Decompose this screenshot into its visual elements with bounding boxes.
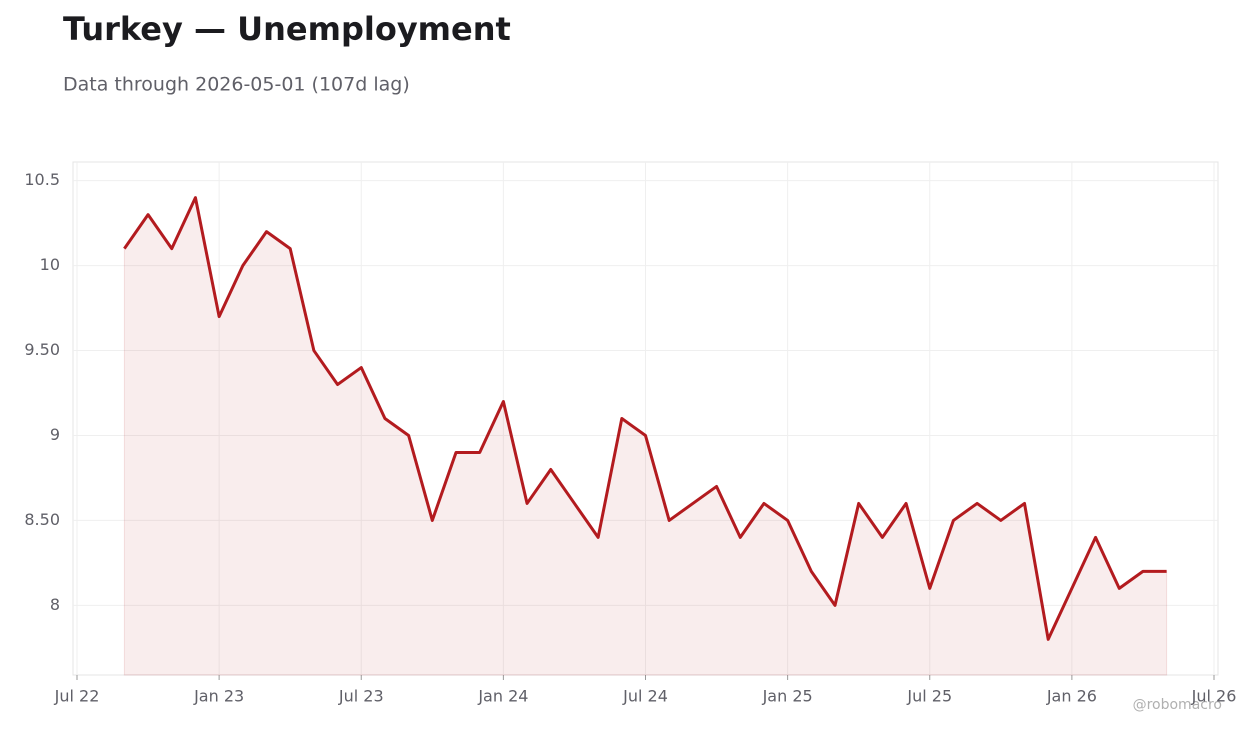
- line: [123, 196, 1167, 641]
- watermark: @robomacro: [1133, 697, 1222, 713]
- x-tick-label: Jul 26: [1191, 687, 1237, 706]
- y-tick-label: 10: [40, 255, 60, 274]
- x-tick-label: Jul 23: [338, 687, 384, 706]
- x-tick-label: Jan 26: [1046, 687, 1097, 706]
- x-tick-label: Jan 23: [193, 687, 244, 706]
- x-tick-label: Jan 25: [762, 687, 813, 706]
- x-tick-label: Jul 22: [54, 687, 100, 706]
- y-tick-label: 8: [50, 595, 60, 614]
- y-tick-label: 8.50: [24, 510, 60, 529]
- chart-title: Turkey — Unemployment: [63, 10, 511, 48]
- y-tick-label: 10.5: [24, 170, 60, 189]
- y-tick-label: 9.50: [24, 340, 60, 359]
- x-tick-label: Jul 24: [622, 687, 668, 706]
- x-tick-label: Jan 24: [477, 687, 528, 706]
- x-tick-label: Jul 25: [906, 687, 952, 706]
- chart-subtitle: Data through 2026-05-01 (107d lag): [63, 74, 410, 96]
- y-tick-label: 9: [50, 425, 60, 444]
